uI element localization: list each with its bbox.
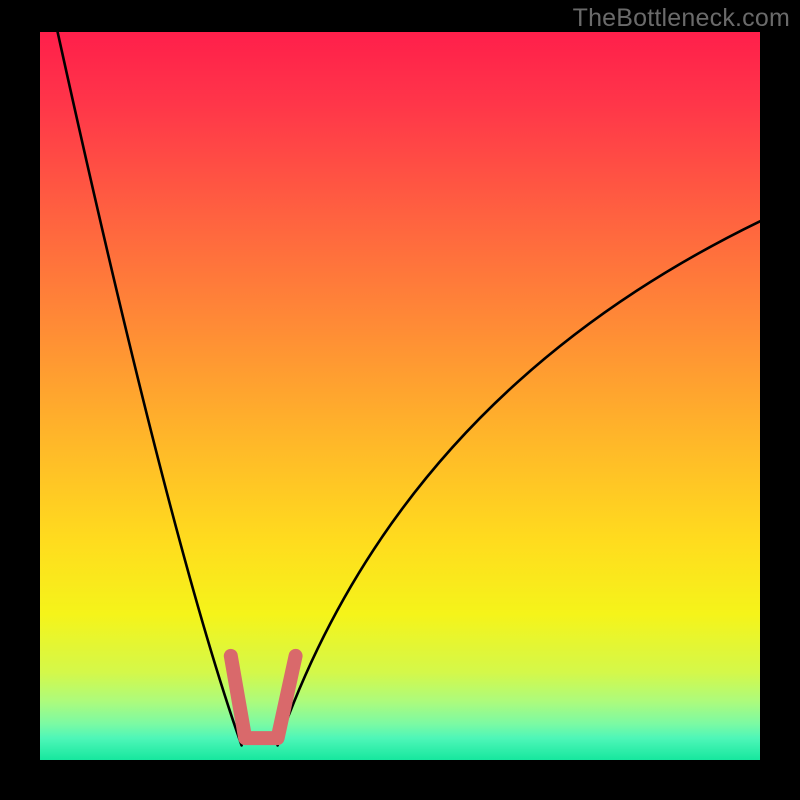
bottleneck-curve-chart xyxy=(0,0,800,800)
chart-container: TheBottleneck.com xyxy=(0,0,800,800)
plot-background xyxy=(40,32,760,760)
